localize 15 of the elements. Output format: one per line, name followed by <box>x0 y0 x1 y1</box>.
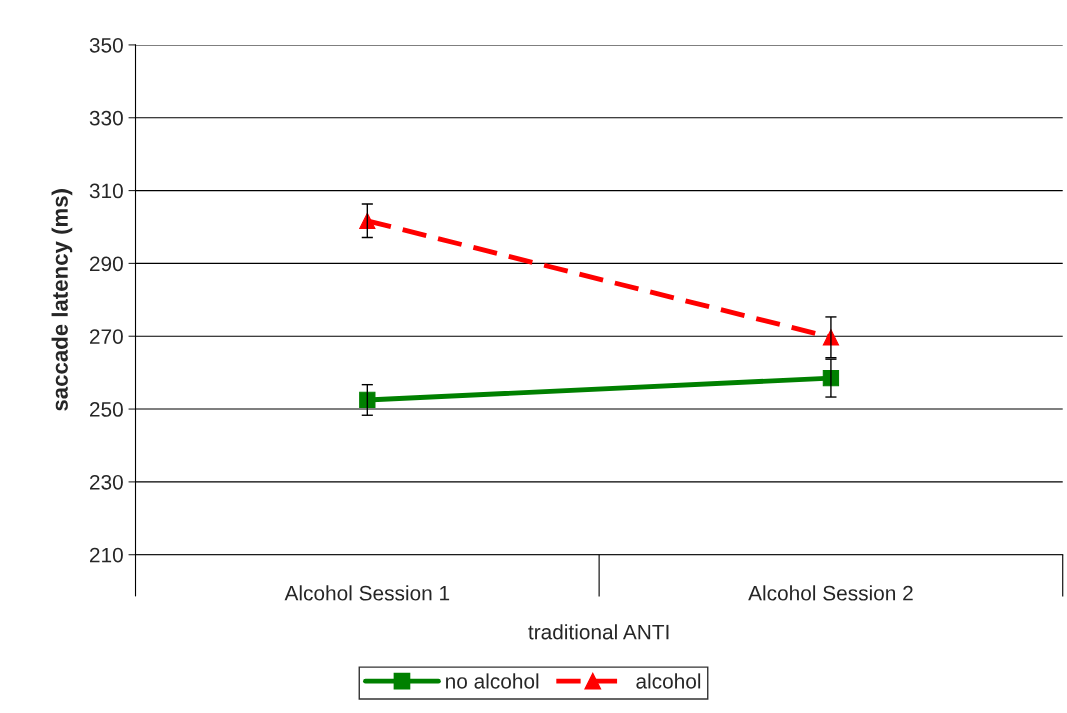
y-tick-label: 350 <box>89 37 123 53</box>
point <box>359 391 376 409</box>
legend-label: alcohol <box>636 673 701 689</box>
y-tick-label: 270 <box>90 329 123 344</box>
x-tick-label: Alcohol Session 1 <box>284 585 450 601</box>
x-axis-title: traditional ANTI <box>528 624 669 640</box>
y-axis-title: saccade latency (ms) <box>51 189 73 411</box>
y-tick-label: 250 <box>90 402 123 417</box>
y-tick-label: 330 <box>89 110 123 126</box>
y-tick-label: 290 <box>90 256 123 272</box>
y-tick-label: 310 <box>89 183 123 199</box>
y-tick-label: 210 <box>90 547 123 563</box>
legend-label: no alcohol <box>446 673 539 689</box>
x-tick-label: Alcohol Session 2 <box>748 585 913 601</box>
y-tick-label: 230 <box>90 474 123 490</box>
